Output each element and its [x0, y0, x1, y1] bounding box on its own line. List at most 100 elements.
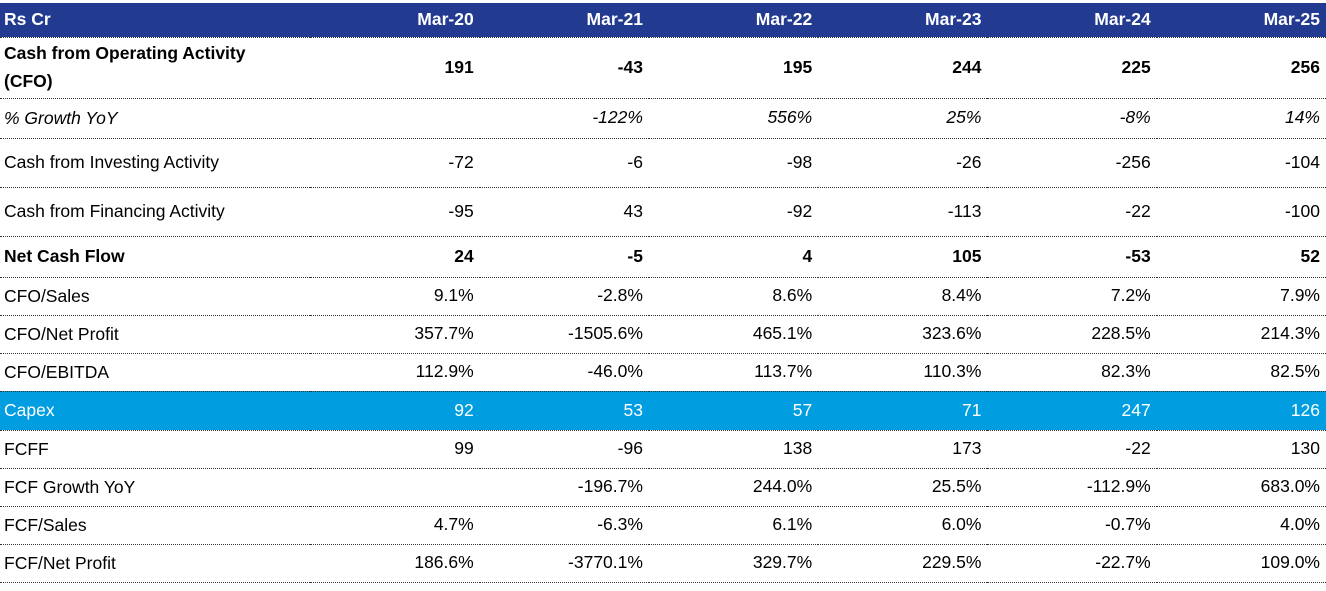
- table-row: Cash from Financing Activity -95 43 -92 -113…: [0, 187, 1326, 237]
- cell-value: 24: [310, 236, 480, 278]
- cell-value: -122%: [479, 98, 649, 139]
- cell-value: 109.0%: [1156, 544, 1326, 583]
- row-label: Cash from Operating Activity (CFO): [0, 37, 311, 99]
- row-label: CFO/Sales: [0, 277, 311, 316]
- table-body: Cash from Operating Activity (CFO) 191 -43…: [0, 37, 1326, 583]
- cell-value: 43: [479, 187, 649, 237]
- cell-value: 4.0%: [1156, 506, 1326, 545]
- cell-value: -95: [310, 187, 480, 237]
- cell-value: -112.9%: [987, 468, 1157, 507]
- cell-value: 214.3%: [1156, 315, 1326, 354]
- cell-value: 244: [818, 37, 988, 99]
- cell-value: 8.6%: [648, 277, 819, 316]
- cell-value: -96: [479, 430, 649, 469]
- cell-value: 105: [818, 236, 988, 278]
- cell-value: 228.5%: [987, 315, 1157, 354]
- column-header: Mar-24: [987, 3, 1157, 38]
- cell-value: 244.0%: [648, 468, 819, 507]
- cell-value: -2.8%: [479, 277, 649, 316]
- cell-value: -6.3%: [479, 506, 649, 545]
- cell-value: 126: [1156, 391, 1326, 431]
- cell-value: -22: [987, 187, 1157, 237]
- cell-value: 52: [1156, 236, 1326, 278]
- cell-value: 191: [310, 37, 480, 99]
- table-row: FCF Growth YoY -196.7% 244.0% 25.5% -112.9% 6…: [0, 468, 1326, 507]
- cell-value: -22.7%: [987, 544, 1157, 583]
- cell-value: -6: [479, 138, 649, 188]
- cell-value: 138: [648, 430, 819, 469]
- cell-value: 9.1%: [310, 277, 480, 316]
- table-row: CFO/Sales 9.1% -2.8% 8.6% 8.4% 7.2% 7.9%: [0, 277, 1326, 316]
- column-header: Mar-25: [1156, 3, 1326, 38]
- cell-value: 4: [648, 236, 819, 278]
- row-label: CFO/EBITDA: [0, 353, 311, 392]
- cell-value: 6.1%: [648, 506, 819, 545]
- cell-value: -113: [818, 187, 988, 237]
- table-row: FCFF 99 -96 138 173 -22 130: [0, 430, 1326, 469]
- row-label: FCF/Sales: [0, 506, 311, 545]
- cell-value: 229.5%: [818, 544, 988, 583]
- cell-value: 247: [987, 391, 1157, 431]
- cell-value: 7.2%: [987, 277, 1157, 316]
- cell-value: 8.4%: [818, 277, 988, 316]
- table-row: FCF/Net Profit 186.6% -3770.1% 329.7% 229.5%…: [0, 544, 1326, 583]
- header-row: Rs Cr Mar-20 Mar-21 Mar-22 Mar-23 Mar-24 Mar-…: [0, 3, 1326, 38]
- row-label: Net Cash Flow: [0, 236, 311, 278]
- cell-value: -0.7%: [987, 506, 1157, 545]
- cell-value: 92: [310, 391, 480, 431]
- cell-value: -104: [1156, 138, 1326, 188]
- table-row: Net Cash Flow 24 -5 4 105 -53 52: [0, 236, 1326, 278]
- cell-value: 323.6%: [818, 315, 988, 354]
- cell-value: 53: [479, 391, 649, 431]
- cell-value: 25.5%: [818, 468, 988, 507]
- cell-value: 25%: [818, 98, 988, 139]
- cell-value: 329.7%: [648, 544, 819, 583]
- cell-value: 556%: [648, 98, 819, 139]
- row-label: Cash from Investing Activity: [0, 138, 311, 188]
- table-row: Capex 92 53 57 71 247 126: [0, 391, 1326, 431]
- cell-value: 71: [818, 391, 988, 431]
- cell-value: 256: [1156, 37, 1326, 99]
- cell-value: 110.3%: [818, 353, 988, 392]
- cell-value: -22: [987, 430, 1157, 469]
- cell-value: 465.1%: [648, 315, 819, 354]
- cell-value: 6.0%: [818, 506, 988, 545]
- cash-flow-table: Rs Cr Mar-20 Mar-21 Mar-22 Mar-23 Mar-24 Mar-…: [0, 3, 1326, 583]
- cell-value: 186.6%: [310, 544, 480, 583]
- cell-value: -98: [648, 138, 819, 188]
- cell-value: -8%: [987, 98, 1157, 139]
- cell-value: -92: [648, 187, 819, 237]
- row-label: Capex: [0, 391, 311, 431]
- cell-value: -43: [479, 37, 649, 99]
- cell-value: 130: [1156, 430, 1326, 469]
- row-label: Cash from Financing Activity: [0, 187, 311, 237]
- cell-value: 225: [987, 37, 1157, 99]
- cell-value: 357.7%: [310, 315, 480, 354]
- row-label: FCF Growth YoY: [0, 468, 311, 507]
- table-row: CFO/EBITDA 112.9% -46.0% 113.7% 110.3% 82.3% 8…: [0, 353, 1326, 392]
- cell-value: 112.9%: [310, 353, 480, 392]
- column-header: Mar-23: [818, 3, 988, 38]
- cell-value: 195: [648, 37, 819, 99]
- table-row: CFO/Net Profit 357.7% -1505.6% 465.1% 323.6%…: [0, 315, 1326, 354]
- cell-value: -256: [987, 138, 1157, 188]
- column-header: Mar-22: [648, 3, 819, 38]
- cell-value: 113.7%: [648, 353, 819, 392]
- cell-value: -5: [479, 236, 649, 278]
- table-row: FCF/Sales 4.7% -6.3% 6.1% 6.0% -0.7% 4.0%: [0, 506, 1326, 545]
- table-row: Cash from Investing Activity -72 -6 -98 -26-…: [0, 138, 1326, 188]
- cell-value: 683.0%: [1156, 468, 1326, 507]
- cell-value: -3770.1%: [479, 544, 649, 583]
- cell-value: -100: [1156, 187, 1326, 237]
- cell-value: -72: [310, 138, 480, 188]
- cell-value: 57: [648, 391, 819, 431]
- cell-value: 173: [818, 430, 988, 469]
- cell-value: 82.3%: [987, 353, 1157, 392]
- row-label: FCF/Net Profit: [0, 544, 311, 583]
- cell-value: -196.7%: [479, 468, 649, 507]
- cell-value: 7.9%: [1156, 277, 1326, 316]
- row-label: FCFF: [0, 430, 311, 469]
- cell-value: 82.5%: [1156, 353, 1326, 392]
- cell-value: -46.0%: [479, 353, 649, 392]
- table-row: % Growth YoY -122% 556% 25% -8% 14%: [0, 98, 1326, 139]
